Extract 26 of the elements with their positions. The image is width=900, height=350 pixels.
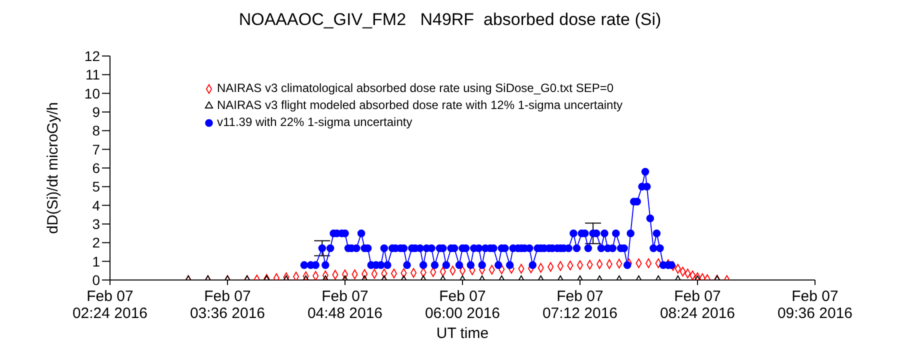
legend-label: NAIRAS v3 climatological absorbed dose rate using SiDose_G0.txt SEP=0 [217,80,614,97]
y-tick-label: 8 [92,122,100,139]
x-tick-label: Feb 07 06:00 2016 [424,288,500,322]
x-tick-label: Feb 07 02:24 2016 [72,288,148,322]
y-tick-label: 5 [92,178,100,195]
legend-label: v11.39 with 22% 1-sigma uncertainty [217,114,412,131]
y-tick-label: 2 [92,234,100,251]
y-tick-label: 11 [85,66,100,83]
x-tick-label: Feb 07 04:48 2016 [307,288,383,322]
y-tick-label: 4 [92,197,100,214]
y-tick-label: 3 [92,216,100,232]
y-axis-title: dD(Si)/dt microGy/h [44,102,62,234]
y-tick-label: 12 [84,48,100,64]
y-tick-label: 9 [92,104,100,120]
y-tick-label: 1 [92,253,100,270]
y-tick-label: 6 [92,160,100,176]
x-axis-title: UT time [436,325,489,342]
x-tick-label: Feb 07 08:24 2016 [660,288,736,322]
y-tick-label: 7 [92,141,100,158]
x-tick-label: Feb 07 07:12 2016 [542,288,618,322]
x-tick-label: Feb 07 03:36 2016 [190,288,266,322]
x-tick-label: Feb 07 09:36 2016 [777,288,853,322]
y-tick-label: 10 [84,85,100,102]
legend-label: NAIRAS v3 flight modeled absorbed dose rate with 12% 1-sigma uncertainty [217,97,623,114]
y-tick-label: 0 [92,272,100,288]
chart-title: NOAAAOC_GIV_FM2 N49RF absorbed dose rate (Si) [238,10,662,30]
